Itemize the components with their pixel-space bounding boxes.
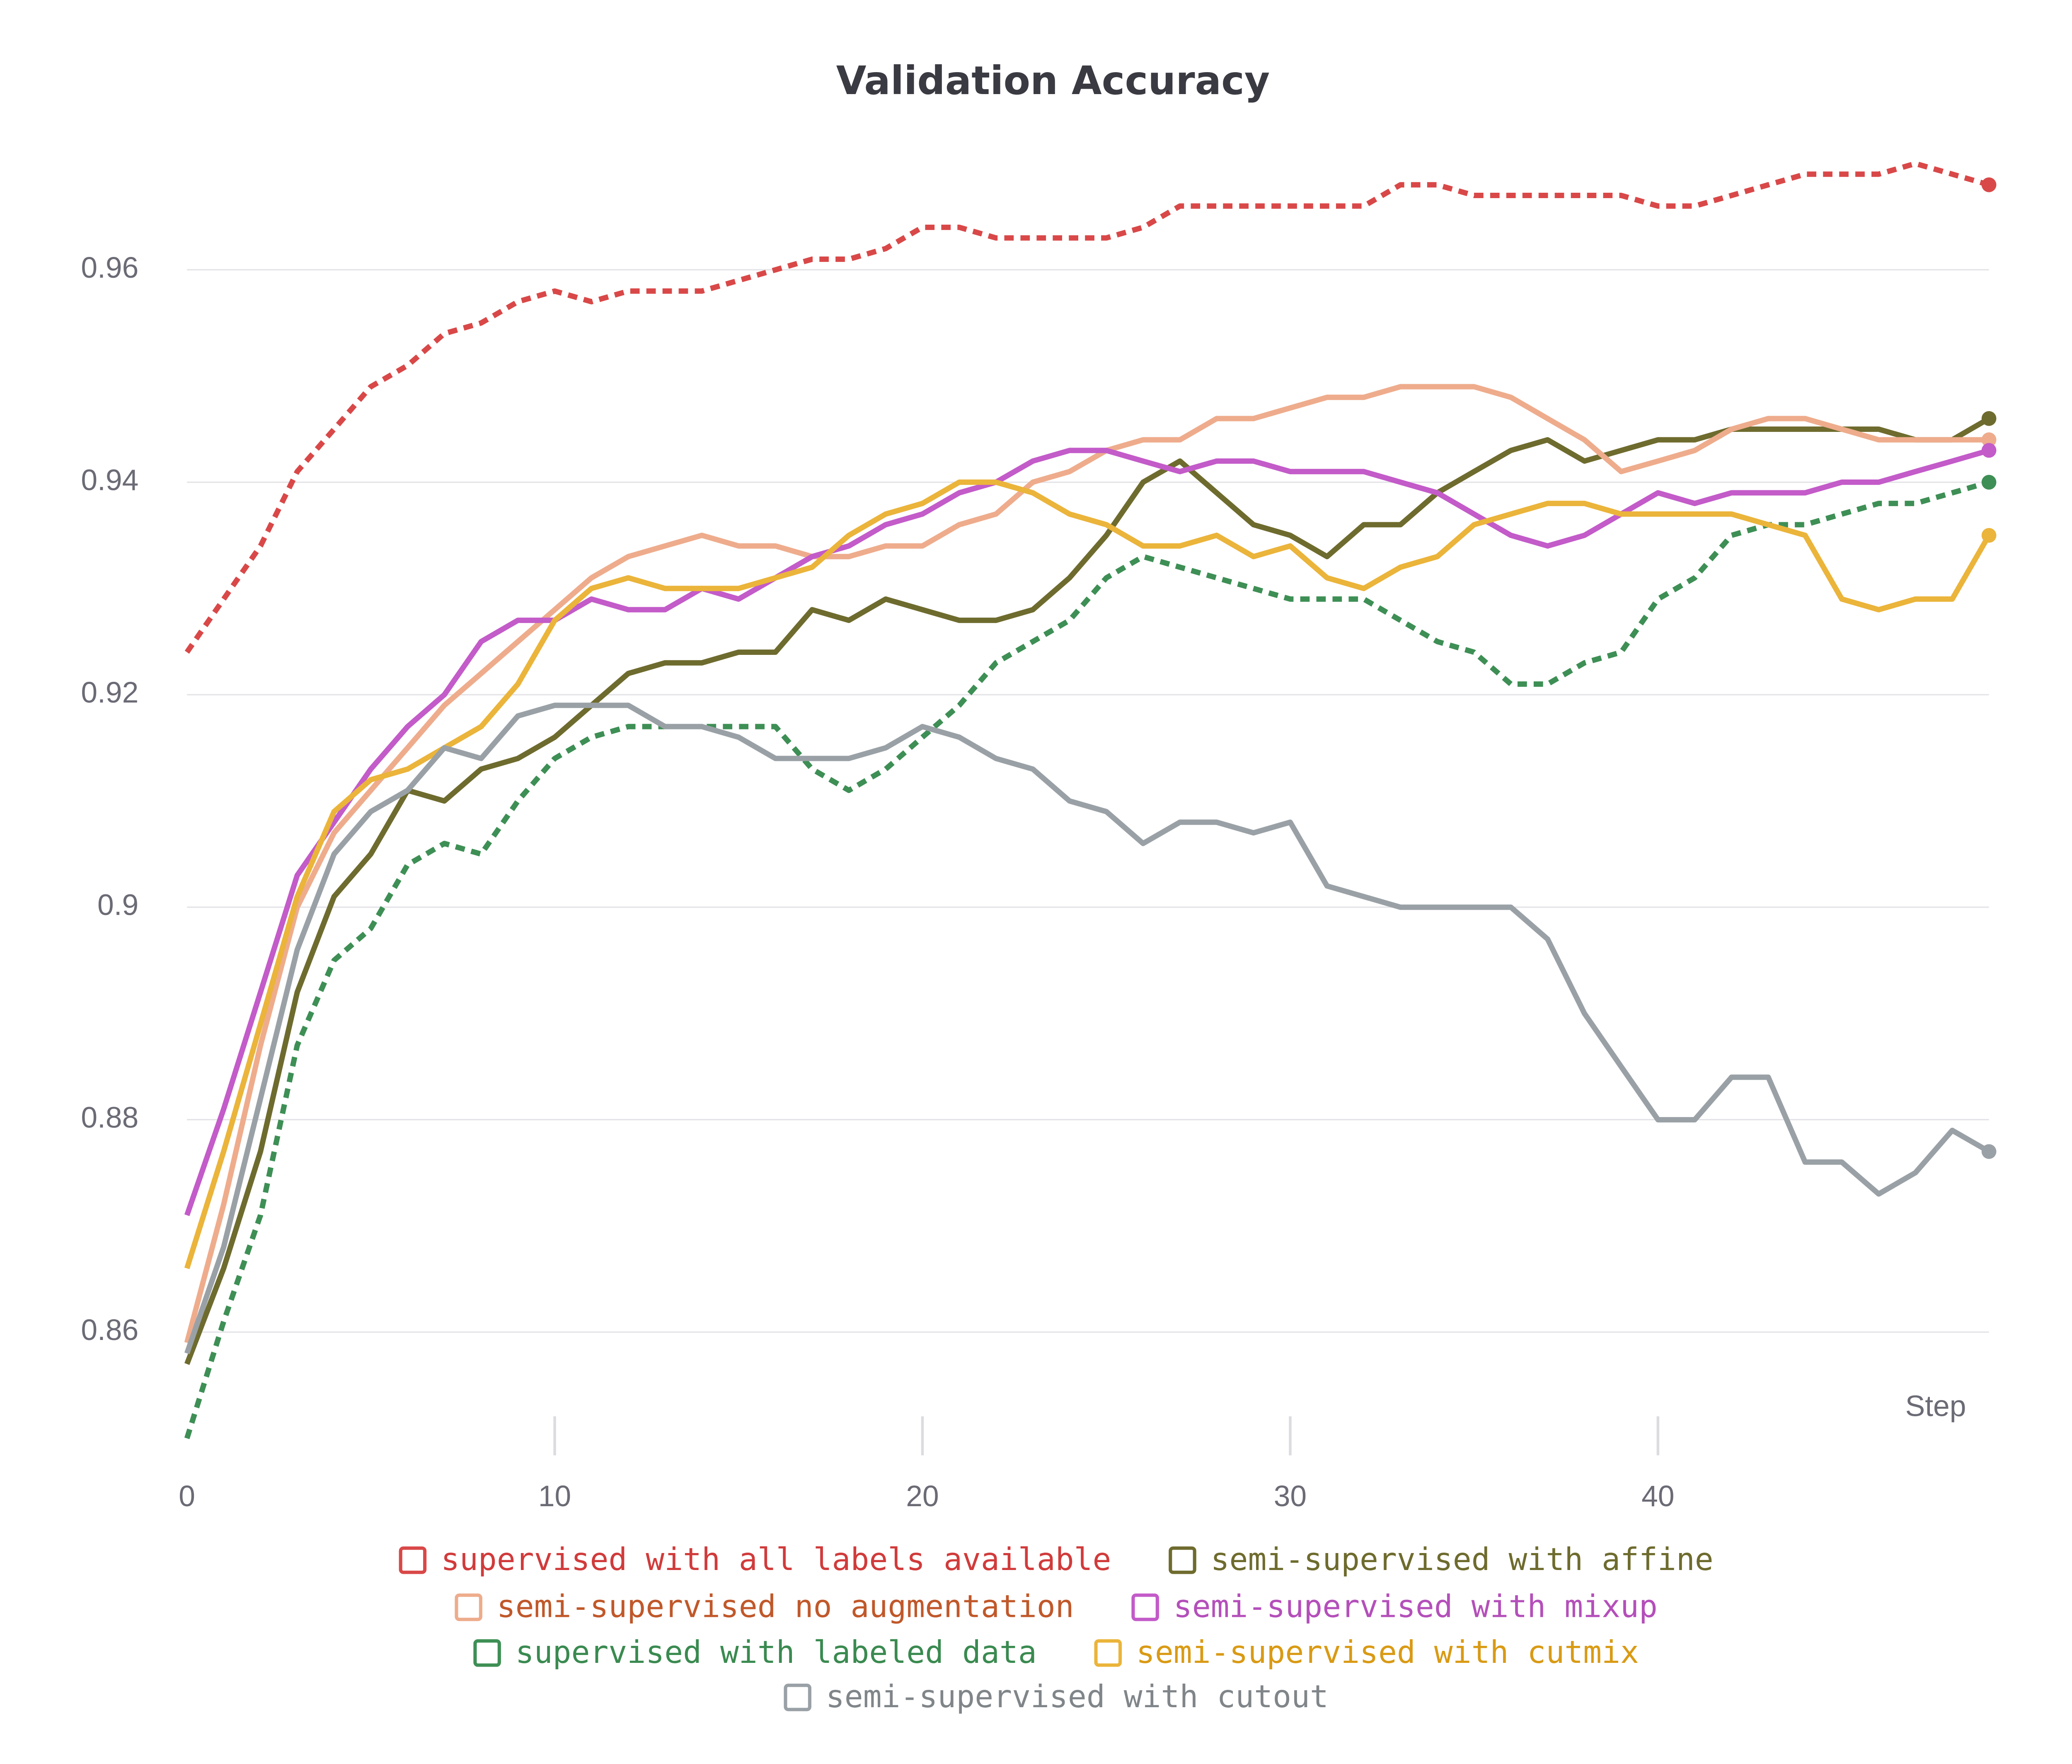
y-tick-label: 0.94 (81, 463, 138, 497)
legend-label: supervised with labeled data (516, 1634, 1037, 1670)
legend-label: semi-supervised no augmentation (497, 1589, 1074, 1625)
legend-row: supervised with all labels available semi… (399, 1541, 1714, 1577)
legend-label: semi-supervised with cutmix (1136, 1634, 1639, 1670)
series-line (184, 161, 1990, 654)
legend-swatch (1131, 1593, 1159, 1621)
legend-swatch (1169, 1546, 1196, 1574)
x-tick-label: 10 (538, 1480, 571, 1513)
chart-title: Validation Accuracy (836, 58, 1270, 104)
series-line (184, 384, 1989, 1344)
x-tick-label: 30 (1274, 1480, 1307, 1513)
legend-swatch (1094, 1639, 1122, 1667)
end-point (1981, 475, 1997, 490)
end-point (1981, 528, 1997, 543)
end-point (1981, 411, 1997, 426)
end-point (1981, 443, 1997, 458)
legend-label: supervised with all labels available (441, 1541, 1111, 1577)
y-tick-label: 0.86 (81, 1313, 138, 1347)
legend-swatch (399, 1546, 427, 1574)
legend-row: supervised with labeled data semi-supervi… (473, 1634, 1639, 1670)
x-tick-label: 20 (906, 1480, 939, 1513)
x-tick-label: 40 (1641, 1480, 1674, 1513)
legend-label: semi-supervised with affine (1211, 1541, 1714, 1577)
y-tick-label: 0.9 (97, 889, 138, 922)
x-axis-label: Step (1905, 1390, 1966, 1423)
legend-label: semi-supervised with mixup (1174, 1589, 1658, 1625)
y-tick-label: 0.96 (81, 251, 138, 284)
series-line (184, 479, 1992, 1270)
legend-swatch (455, 1593, 482, 1621)
end-point (1981, 1144, 1997, 1159)
y-tick-label: 0.92 (81, 676, 138, 709)
y-tick-label: 0.88 (81, 1101, 138, 1134)
legend-label: semi-supervised with cutout (826, 1679, 1329, 1715)
series-line (184, 480, 1990, 1439)
end-point (1981, 432, 1997, 447)
x-tick-label: 0 (179, 1480, 195, 1513)
series-line (184, 703, 1990, 1354)
legend-swatch (784, 1684, 811, 1711)
legend-row: semi-supervised with cutout (784, 1679, 1329, 1715)
end-point (1981, 177, 1997, 192)
series-line (184, 416, 1990, 1365)
legend-row: semi-supervised no augmentation semi-supe… (455, 1589, 1658, 1625)
series-line (184, 448, 1990, 1216)
legend-swatch (473, 1639, 501, 1667)
